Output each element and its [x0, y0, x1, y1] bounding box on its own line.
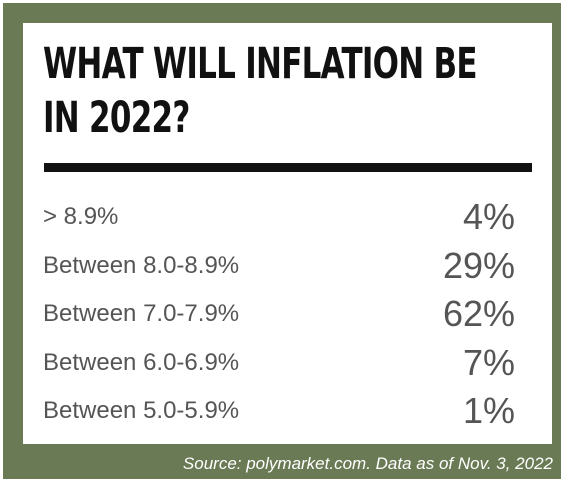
row-value: 7% [462, 341, 515, 383]
row-value: 4% [462, 196, 515, 238]
row-label: > 8.9% [43, 203, 119, 231]
row-label: Between 6.0-6.9% [43, 348, 240, 376]
row-value: 29% [442, 244, 515, 286]
source-note: Source: polymarket.com. Data as of Nov. … [182, 454, 553, 473]
chart-title-line-2: IN 2022? [43, 93, 190, 143]
row-value: 1% [462, 390, 515, 432]
row-label: Between 7.0-7.9% [43, 300, 240, 328]
table-row: Between 6.0-6.9% 7% [43, 339, 515, 388]
chart-title-line-1: WHAT WILL INFLATION BE [43, 39, 478, 89]
chart-card: WHAT WILL INFLATION BE IN 2022? > 8.9% 4%… [23, 23, 552, 444]
chart-frame: WHAT WILL INFLATION BE IN 2022? > 8.9% 4%… [3, 3, 561, 479]
chart-title: WHAT WILL INFLATION BE IN 2022? [43, 37, 478, 145]
row-label: Between 8.0-8.9% [43, 251, 240, 279]
table-row: Between 7.0-7.9% 62% [43, 290, 515, 339]
table-row: > 8.9% 4% [43, 193, 515, 242]
data-rows: > 8.9% 4% Between 8.0-8.9% 29% Between 7.0-7… [43, 193, 515, 436]
row-value: 62% [442, 293, 515, 335]
table-row: Between 5.0-5.9% 1% [43, 387, 515, 436]
row-label: Between 5.0-5.9% [43, 397, 240, 425]
title-divider [44, 163, 532, 172]
table-row: Between 8.0-8.9% 29% [43, 242, 515, 291]
